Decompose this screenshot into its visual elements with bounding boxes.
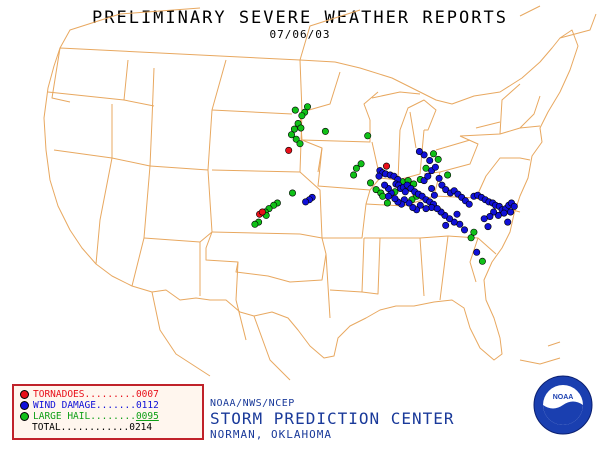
- wind-report-marker: [431, 163, 439, 171]
- legend-wind-count: 0112: [135, 400, 159, 411]
- hail-report-marker: [470, 228, 478, 236]
- hail-report-marker: [383, 199, 391, 207]
- wind-report-marker: [480, 215, 488, 223]
- wind-report-marker: [460, 226, 468, 234]
- wind-report-marker: [375, 172, 383, 180]
- hail-report-marker: [434, 155, 442, 163]
- wind-report-marker: [420, 177, 428, 185]
- center-location: NORMAN, OKLAHOMA: [210, 428, 332, 441]
- tornado-report-marker: [258, 208, 266, 216]
- wind-report-marker: [384, 192, 392, 200]
- hail-report-marker: [366, 179, 374, 187]
- wind-report-marker: [422, 205, 430, 213]
- wind-report-marker: [381, 181, 389, 189]
- wind-report-marker: [442, 186, 450, 194]
- wind-report-marker: [450, 218, 458, 226]
- hail-report-marker: [321, 127, 329, 135]
- wind-report-marker: [442, 221, 450, 229]
- report-date: 07/06/03: [269, 28, 331, 41]
- wind-report-marker: [490, 208, 498, 216]
- hail-report-marker: [350, 171, 358, 179]
- spc-footer: NOAA/NWS/NCEP STORM PREDICTION CENTER NO…: [210, 398, 455, 441]
- wind-report-marker: [391, 195, 399, 203]
- legend-tornadoes: TORNADOES......... 0007: [20, 389, 196, 400]
- hail-report-marker: [270, 201, 278, 209]
- hail-report-marker: [290, 125, 298, 133]
- wind-report-marker: [424, 172, 432, 180]
- hail-report-marker: [352, 164, 360, 172]
- hail-report-marker: [296, 140, 304, 148]
- tornado-dot-icon: [20, 390, 29, 399]
- logo-text: NOAA: [553, 394, 574, 401]
- us-outline: [43, 29, 579, 361]
- wind-report-marker: [426, 157, 434, 165]
- wind-report-marker: [428, 185, 436, 193]
- hail-report-marker: [251, 220, 259, 228]
- wind-report-marker: [430, 191, 438, 199]
- wind-report-marker: [401, 188, 409, 196]
- wind-report-marker: [453, 210, 461, 218]
- hail-report-marker: [297, 124, 305, 132]
- hail-report-marker: [303, 103, 311, 111]
- tornado-report-marker: [285, 146, 293, 154]
- hail-report-marker: [372, 186, 380, 194]
- wind-report-marker: [302, 198, 310, 206]
- hail-report-marker: [357, 160, 365, 168]
- wind-report-marker: [420, 151, 428, 159]
- wind-report-marker: [465, 200, 473, 208]
- legend-tornadoes-count: 0007: [135, 389, 159, 400]
- hail-report-marker: [298, 112, 306, 120]
- legend-hail: LARGE HAIL........ 0095: [20, 411, 196, 422]
- wind-report-marker: [435, 174, 443, 182]
- wind-report-marker: [484, 223, 492, 231]
- wind-report-marker: [445, 215, 453, 223]
- legend-wind-label: WIND DAMAGE.......: [33, 400, 136, 411]
- agency-text: NOAA/NWS/NCEP: [210, 398, 295, 409]
- wind-report-marker: [494, 211, 502, 219]
- wind-dot-icon: [20, 401, 29, 410]
- legend-wind: WIND DAMAGE....... 0112: [20, 400, 196, 411]
- hail-report-marker: [287, 131, 295, 139]
- hail-report-marker: [444, 171, 452, 179]
- wind-report-marker: [405, 199, 413, 207]
- wind-report-marker: [510, 202, 518, 210]
- legend-total-label: TOTAL............: [32, 422, 130, 433]
- wind-report-marker: [507, 208, 515, 216]
- hail-dot-icon: [20, 412, 29, 421]
- hail-report-marker: [292, 135, 300, 143]
- wind-report-marker: [416, 201, 424, 209]
- wind-report-marker: [433, 205, 441, 213]
- hail-report-marker: [364, 132, 372, 140]
- hail-report-marker: [467, 234, 475, 242]
- legend-tornadoes-label: TORNADOES.........: [33, 389, 136, 400]
- wind-report-marker: [415, 148, 423, 156]
- hail-report-marker: [288, 189, 296, 197]
- noaa-logo-icon: NOAA: [533, 375, 593, 435]
- center-name: STORM PREDICTION CENTER: [210, 409, 455, 428]
- hail-report-marker: [429, 150, 437, 158]
- legend-box: TORNADOES......... 0007 WIND DAMAGE.....…: [12, 384, 204, 440]
- page-title: PRELIMINARY SEVERE WEATHER REPORTS: [92, 8, 508, 28]
- legend-hail-count: 0095: [135, 411, 159, 422]
- legend-total-count: 0214: [129, 422, 153, 433]
- legend-hail-label: LARGE HAIL........: [33, 411, 136, 422]
- wind-report-marker: [428, 204, 436, 212]
- hail-report-marker: [478, 257, 486, 265]
- hail-report-marker: [291, 106, 299, 114]
- wind-report-marker: [409, 204, 417, 212]
- wind-report-marker: [438, 181, 446, 189]
- wind-report-marker: [473, 248, 481, 256]
- tornado-report-marker: [382, 162, 390, 170]
- wind-report-marker: [504, 218, 512, 226]
- legend-total: TOTAL............ 0214: [20, 422, 196, 433]
